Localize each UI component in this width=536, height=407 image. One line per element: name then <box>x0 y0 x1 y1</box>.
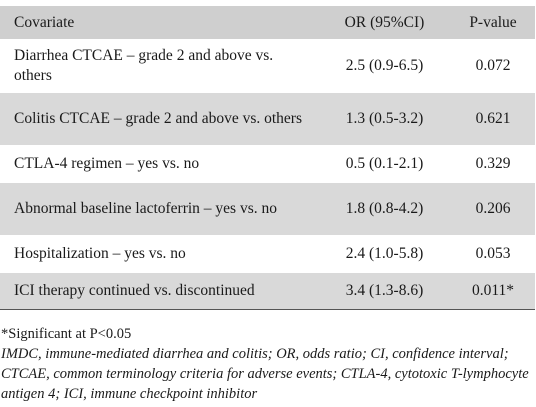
cell-p-value: 0.011* <box>451 272 535 310</box>
cell-covariate: Diarrhea CTCAE – grade 2 and above vs. o… <box>0 39 318 93</box>
table-row: Abnormal baseline lactoferrin – yes vs. … <box>0 182 535 236</box>
table-row: Diarrhea CTCAE – grade 2 and above vs. o… <box>0 39 535 93</box>
abbreviations-note: IMDC, immune-mediated diarrhea and colit… <box>1 346 529 402</box>
cell-covariate: CTLA-4 regimen – yes vs. no <box>0 145 318 183</box>
cell-p-value: 0.072 <box>451 39 535 93</box>
header-odds-ratio: OR (95%CI) <box>318 6 451 40</box>
cell-p-value: 0.206 <box>451 182 535 236</box>
table-row: Colitis CTCAE – grade 2 and above vs. ot… <box>0 92 535 146</box>
cell-odds-ratio: 2.5 (0.9-6.5) <box>318 39 451 93</box>
cell-odds-ratio: 3.4 (1.3-8.6) <box>318 272 451 310</box>
table-footnotes: *Significant at P<0.05 IMDC, immune-medi… <box>1 324 533 404</box>
table-row: ICI therapy continued vs. discontinued 3… <box>0 272 535 310</box>
cell-odds-ratio: 0.5 (0.1-2.1) <box>318 145 451 183</box>
cell-p-value: 0.053 <box>451 235 535 273</box>
cell-p-value: 0.329 <box>451 145 535 183</box>
cell-covariate: Hospitalization – yes vs. no <box>0 235 318 273</box>
cell-odds-ratio: 1.8 (0.8-4.2) <box>318 182 451 236</box>
table-row: Hospitalization – yes vs. no 2.4 (1.0-5.… <box>0 235 535 273</box>
significance-note: *Significant at P<0.05 <box>1 326 132 342</box>
cell-odds-ratio: 2.4 (1.0-5.8) <box>318 235 451 273</box>
cell-covariate: ICI therapy continued vs. discontinued <box>0 272 318 310</box>
header-covariate: Covariate <box>0 6 318 40</box>
header-p-value: P-value <box>451 6 535 40</box>
cell-p-value: 0.621 <box>451 92 535 146</box>
odds-ratio-table: Covariate OR (95%CI) P-value Diarrhea CT… <box>0 6 535 310</box>
table-row: CTLA-4 regimen – yes vs. no 0.5 (0.1-2.1… <box>0 145 535 183</box>
table-header-row: Covariate OR (95%CI) P-value <box>0 6 535 40</box>
cell-covariate: Abnormal baseline lactoferrin – yes vs. … <box>0 182 318 236</box>
cell-odds-ratio: 1.3 (0.5-3.2) <box>318 92 451 146</box>
cell-covariate: Colitis CTCAE – grade 2 and above vs. ot… <box>0 92 318 146</box>
